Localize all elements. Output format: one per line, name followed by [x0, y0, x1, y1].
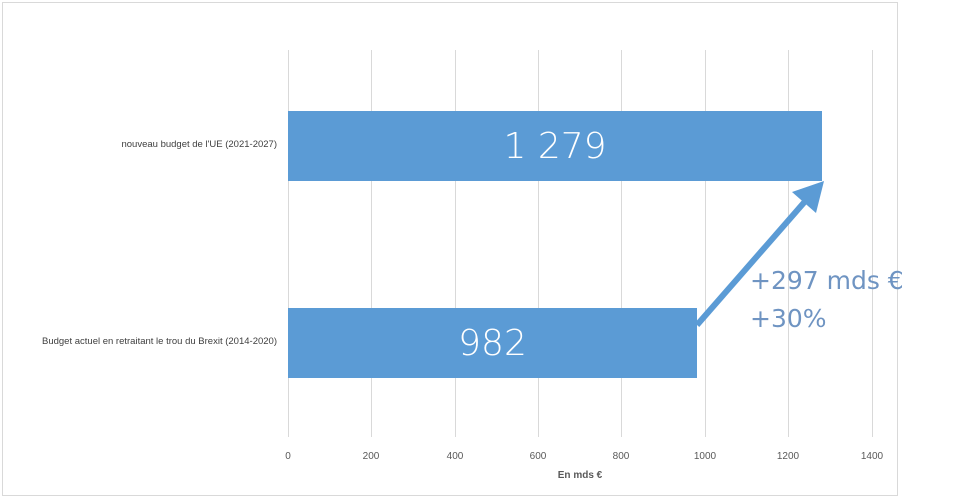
x-tick-label: 1000 [693, 451, 717, 462]
x-tick-label: 200 [362, 451, 380, 462]
gridline-400 [455, 50, 456, 437]
x-tick-label: 0 [285, 451, 291, 462]
gridline-1200 [788, 50, 789, 437]
bar-current-budget: 982 [288, 308, 697, 378]
gridline-600 [538, 50, 539, 437]
bar-new-budget: 1 279 [288, 111, 822, 181]
gridline-1400 [872, 50, 873, 437]
annotation-difference: +297 mds € [750, 266, 904, 295]
chart-area [2, 2, 898, 496]
bar-value-label: 1 279 [503, 125, 607, 167]
gridline-1000 [705, 50, 706, 437]
x-axis-title: En mds € [557, 470, 603, 481]
x-tick-label: 600 [529, 451, 547, 462]
category-label-current-budget: Budget actuel en retraitant le trou du B… [41, 336, 277, 347]
x-tick-label: 1200 [776, 451, 800, 462]
x-tick-label: 400 [446, 451, 464, 462]
category-label-new-budget: nouveau budget de l'UE (2021-2027) [121, 139, 277, 150]
bar-value-label: 982 [458, 322, 527, 364]
gridline-800 [621, 50, 622, 437]
x-tick-label: 1400 [860, 451, 884, 462]
gridline-0 [288, 50, 289, 437]
gridline-200 [371, 50, 372, 437]
annotation-percent: +30% [750, 304, 827, 333]
x-tick-label: 800 [612, 451, 630, 462]
